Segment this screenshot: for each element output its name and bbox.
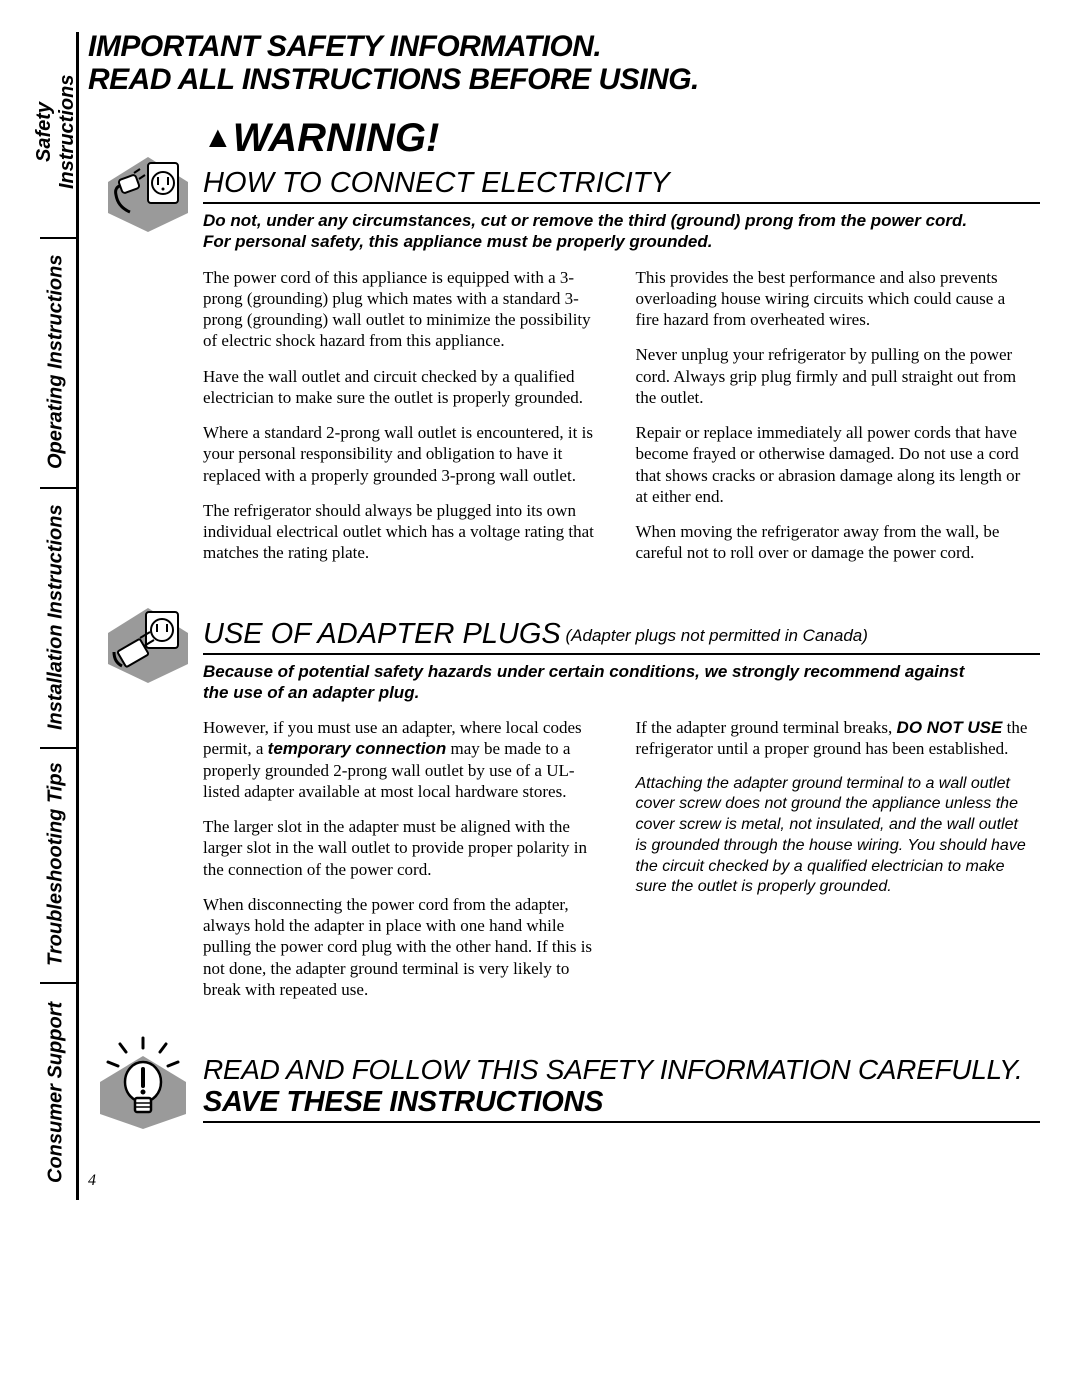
page-header: IMPORTANT SAFETY INFORMATION. READ ALL I…	[88, 30, 1040, 96]
final-line1: READ AND FOLLOW THIS SAFETY INFORMATION …	[203, 1054, 1040, 1086]
page-content: IMPORTANT SAFETY INFORMATION. READ ALL I…	[88, 30, 1040, 1123]
column-right: This provides the best performance and a…	[636, 267, 1041, 578]
paragraph: However, if you must use an adapter, whe…	[203, 717, 598, 802]
plug-outlet-icon	[108, 157, 188, 232]
paragraph: Have the wall outlet and circuit checked…	[203, 366, 598, 409]
warning-triangle-icon: ▲	[203, 121, 233, 155]
section-title-row: HOW TO CONNECT ELECTRICITY	[203, 167, 1040, 204]
column-left: However, if you must use an adapter, whe…	[203, 717, 608, 1014]
page-number: 4	[88, 1172, 96, 1190]
paragraph-italic: Attaching the adapter ground terminal to…	[636, 774, 1031, 899]
section-adapter-plugs: USE OF ADAPTER PLUGS (Adapter plugs not …	[88, 618, 1040, 1015]
paragraph: The power cord of this appliance is equi…	[203, 267, 598, 352]
header-line2: READ ALL INSTRUCTIONS BEFORE USING.	[88, 63, 1040, 96]
tab-divider	[40, 747, 76, 749]
side-tab-column: Safety Instructions Operating Instructio…	[32, 32, 82, 1212]
paragraph: Repair or replace immediately all power …	[636, 422, 1031, 507]
final-title-block: READ AND FOLLOW THIS SAFETY INFORMATION …	[203, 1054, 1040, 1123]
section-intro: Because of potential safety hazards unde…	[203, 661, 1040, 704]
emphasis: DO NOT USE	[897, 718, 1003, 737]
section-columns: However, if you must use an adapter, whe…	[203, 717, 1040, 1014]
section-title: HOW TO CONNECT ELECTRICITY	[203, 167, 670, 199]
section-title-row: USE OF ADAPTER PLUGS (Adapter plugs not …	[203, 618, 1040, 655]
tab-divider	[40, 237, 76, 239]
tab-operating-instructions: Operating Instructions	[32, 242, 80, 482]
paragraph: If the adapter ground terminal breaks, D…	[636, 717, 1031, 760]
tab-troubleshooting-tips: Troubleshooting Tips	[32, 752, 80, 977]
adapter-plug-icon	[108, 608, 188, 683]
section-title: USE OF ADAPTER PLUGS	[203, 618, 561, 650]
paragraph: The larger slot in the adapter must be a…	[203, 816, 598, 880]
column-right: If the adapter ground terminal breaks, D…	[636, 717, 1041, 1014]
tab-installation-instructions: Installation Instructions	[32, 492, 80, 742]
paragraph: Where a standard 2-prong wall outlet is …	[203, 422, 598, 486]
section-columns: The power cord of this appliance is equi…	[203, 267, 1040, 578]
warning-heading: ▲WARNING!	[203, 116, 1040, 161]
tab-divider	[40, 487, 76, 489]
lightbulb-alert-icon	[98, 1034, 188, 1129]
paragraph: The refrigerator should always be plugge…	[203, 500, 598, 564]
section-electricity: HOW TO CONNECT ELECTRICITY Do not, under…	[88, 167, 1040, 578]
tab-divider	[40, 982, 76, 984]
tab-consumer-support: Consumer Support	[32, 987, 80, 1197]
paragraph: When disconnecting the power cord from t…	[203, 894, 598, 1000]
paragraph: This provides the best performance and a…	[636, 267, 1031, 331]
paragraph: Never unplug your refrigerator by pullin…	[636, 344, 1031, 408]
column-left: The power cord of this appliance is equi…	[203, 267, 608, 578]
final-line2: SAVE THESE INSTRUCTIONS	[203, 1086, 1040, 1119]
tab-safety-instructions: Safety Instructions	[32, 32, 80, 232]
paragraph: When moving the refrigerator away from t…	[636, 521, 1031, 564]
section-intro: Do not, under any circumstances, cut or …	[203, 210, 1040, 253]
header-line1: IMPORTANT SAFETY INFORMATION.	[88, 30, 1040, 63]
warning-text: WARNING!	[233, 116, 440, 160]
section-subtitle: (Adapter plugs not permitted in Canada)	[561, 626, 868, 645]
vertical-divider	[76, 32, 79, 1200]
emphasis: temporary connection	[268, 739, 447, 758]
section-save-instructions: READ AND FOLLOW THIS SAFETY INFORMATION …	[88, 1054, 1040, 1123]
